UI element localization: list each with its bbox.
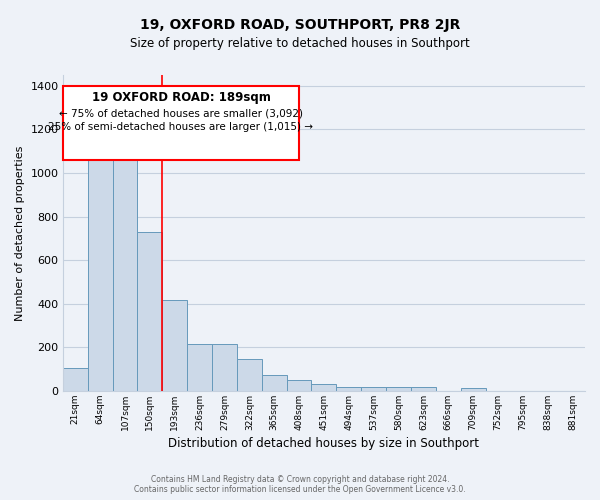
Text: 25% of semi-detached houses are larger (1,015) →: 25% of semi-detached houses are larger (… (49, 122, 313, 132)
Text: Size of property relative to detached houses in Southport: Size of property relative to detached ho… (130, 38, 470, 51)
Text: 19 OXFORD ROAD: 189sqm: 19 OXFORD ROAD: 189sqm (92, 91, 271, 104)
Bar (237, 358, 262, 391)
Bar (386, 386, 411, 391)
Text: ← 75% of detached houses are smaller (3,092): ← 75% of detached houses are smaller (3,… (59, 108, 303, 118)
Bar (411, 386, 436, 391)
Text: Contains HM Land Registry data © Crown copyright and database right 2024.: Contains HM Land Registry data © Crown c… (151, 475, 449, 484)
Bar (361, 386, 386, 391)
X-axis label: Distribution of detached houses by size in Southport: Distribution of detached houses by size … (169, 437, 479, 450)
Bar (88, 140, 113, 391)
Bar (187, 344, 212, 391)
Bar (311, 384, 337, 391)
Bar (113, 140, 137, 391)
Y-axis label: Number of detached properties: Number of detached properties (15, 146, 25, 320)
Bar (212, 344, 237, 391)
Text: Contains public sector information licensed under the Open Government Licence v3: Contains public sector information licen… (134, 485, 466, 494)
Bar (337, 386, 361, 391)
Bar (63, 368, 88, 391)
Bar (461, 388, 485, 391)
Bar (137, 232, 163, 391)
Bar (287, 380, 311, 391)
Bar (163, 300, 187, 391)
Text: 19, OXFORD ROAD, SOUTHPORT, PR8 2JR: 19, OXFORD ROAD, SOUTHPORT, PR8 2JR (140, 18, 460, 32)
Bar (262, 375, 287, 391)
